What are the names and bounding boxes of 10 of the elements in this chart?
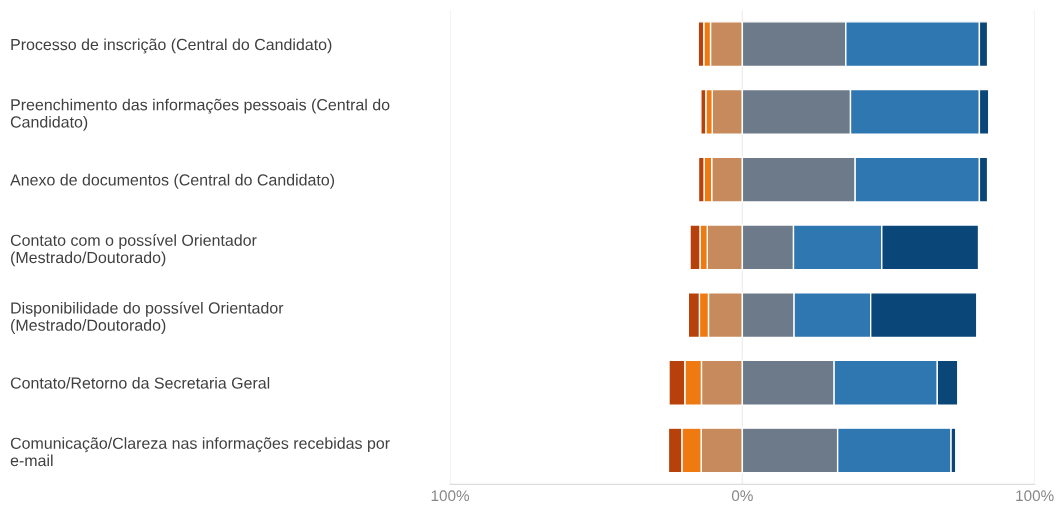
y-tick-label: Contato com o possível Orientador (Mestrado/Doutorado) [10,234,257,267]
y-tick-label: Contato/Retorno da Secretaria Geral [10,376,270,389]
y-tick-label: Comunicação/Clareza nas informações recebidas por e-mail [10,437,390,467]
y-tick-label: Anexo de documentos (Central do Candidato) [10,173,335,189]
y-tick-label: Preenchimento das informações pessoais (Central do Candidato) [10,98,390,131]
x-tick-label: 100% [431,490,470,502]
y-tick-label: Processo de inscrição (Central do Candidato) [11,38,332,54]
x-tick-label: 0% [731,490,753,502]
x-tick-label: 100% [1016,490,1054,502]
y-tick-label: Disponibilidade do possível Orientador (Mestrado/Doutorado) [11,301,284,334]
